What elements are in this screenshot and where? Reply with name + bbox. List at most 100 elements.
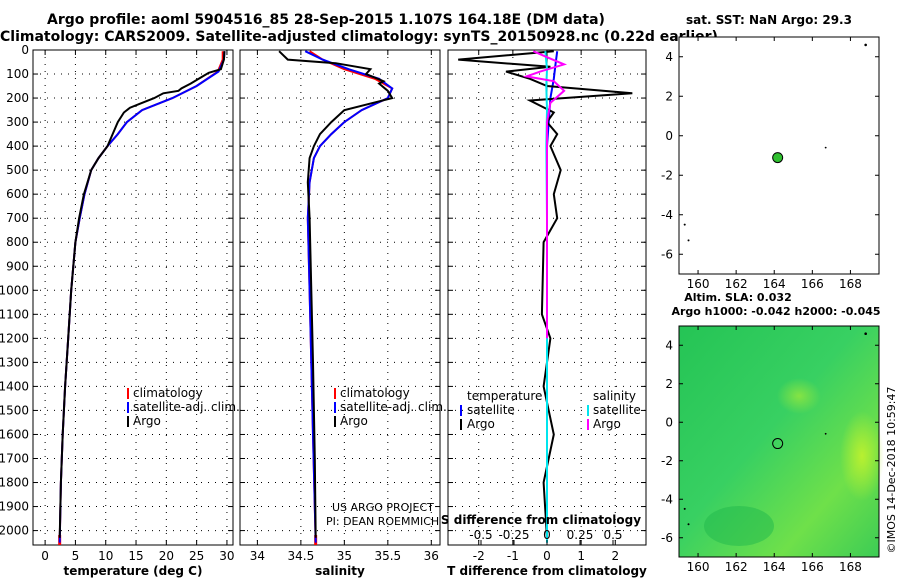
- y-tick-label: 600: [6, 187, 29, 201]
- salinity-panel-frame: [239, 49, 441, 546]
- x-tick-label: 1: [577, 549, 585, 563]
- series-t-argo: [458, 50, 633, 538]
- project-annotation-2: PI: DEAN ROEMMICH: [326, 515, 439, 528]
- y-tick-label: 0: [21, 43, 29, 57]
- argo-location-marker: [772, 152, 784, 164]
- x-tick-label: 34: [250, 549, 265, 563]
- x-tick-label: 35.5: [374, 549, 401, 563]
- attribution-text: ©IMOS 14-Dec-2018 10:59:47: [885, 387, 898, 554]
- temperature-panel-xlabel: temperature (deg C): [64, 564, 203, 578]
- legend-entry: Argo: [593, 417, 621, 431]
- y-tick-label: 1400: [0, 379, 29, 393]
- s-tick-label: 0.25: [567, 528, 594, 542]
- legend-entry: Argo: [467, 417, 495, 431]
- x-tick-label: 164: [763, 277, 786, 291]
- y-tick-label: 1100: [0, 307, 29, 321]
- y-tick-label: 1500: [0, 403, 29, 417]
- y-tick-label: 300: [6, 115, 29, 129]
- temperature-panel-grid: [33, 50, 233, 545]
- land-fragment: [687, 239, 690, 242]
- y-tick-label: 400: [6, 139, 29, 153]
- series-s-argo: [522, 50, 568, 339]
- land-fragment: [864, 332, 867, 336]
- y-tick-label: -4: [661, 492, 673, 506]
- series-satellite-adj-clim-: [304, 50, 394, 543]
- y-tick-label: 500: [6, 163, 29, 177]
- y-tick-label: -6: [661, 247, 673, 261]
- sla-map: 160 162 164 166 168 4 2 0 -2 -4 -6 Altim. SLA: 0.03…: [661, 291, 884, 574]
- sla-high-region: [840, 411, 884, 501]
- x-tick-label: 166: [801, 277, 824, 291]
- y-tick-label: 1000: [0, 283, 29, 297]
- x-tick-label: 10: [98, 549, 113, 563]
- x-tick-label: 25: [189, 549, 204, 563]
- y-tick-label: -2: [661, 454, 673, 468]
- y-tick-label: 800: [6, 235, 29, 249]
- difference-panel-xlabel: T difference from climatology: [447, 564, 647, 578]
- y-tick-label: 100: [6, 67, 29, 81]
- y-tick-label: 1200: [0, 331, 29, 345]
- y-tick-label: 200: [6, 91, 29, 105]
- x-tick-label: 5: [72, 549, 80, 563]
- x-tick-label: 168: [839, 277, 862, 291]
- x-tick-label: 166: [801, 560, 824, 574]
- y-tick-label: 0: [665, 415, 673, 429]
- temperature-panel-frame: [32, 49, 234, 546]
- series-argo: [278, 50, 394, 538]
- s-tick-label: 0.5: [603, 528, 622, 542]
- land-fragment: [864, 43, 867, 47]
- temperature-panel: 0 5 10 15 20 25 300100200300400500600700800900…: [0, 43, 240, 578]
- x-tick-label: 0: [41, 549, 49, 563]
- salinity-panel-xlabel: salinity: [315, 564, 365, 578]
- y-tick-label: 2: [665, 377, 673, 391]
- figure-title-line1: Argo profile: aoml 5904516_85 28-Sep-201…: [47, 12, 605, 28]
- y-tick-label: 1900: [0, 500, 29, 514]
- x-tick-label: 34.5: [288, 549, 315, 563]
- x-tick-label: 2: [611, 549, 619, 563]
- difference-panel: -2 -1 0 1 2T difference from climatology temp…: [441, 49, 647, 578]
- legend-entry: Argo: [340, 414, 368, 428]
- land-fragment: [824, 432, 827, 435]
- x-tick-label: 162: [725, 277, 748, 291]
- sst-map-frame: [678, 36, 880, 275]
- y-tick-label: 4: [665, 50, 673, 64]
- x-tick-label: 30: [219, 549, 234, 563]
- salinity-panel-grid: [240, 50, 440, 545]
- y-tick-label: 0: [665, 129, 673, 143]
- y-tick-label: -6: [661, 531, 673, 545]
- x-tick-label: 160: [687, 560, 710, 574]
- salinity-panel: 34 34.5 35 35.5 36 salinity climatologysatelli…: [239, 49, 447, 578]
- x-tick-label: 20: [159, 549, 174, 563]
- legend-entry: satellite-adj. clim.: [340, 400, 447, 414]
- s-tick-label: 0: [543, 528, 551, 542]
- x-tick-label: 168: [839, 560, 862, 574]
- y-tick-label: 2000: [0, 524, 29, 538]
- y-tick-label: 1300: [0, 355, 29, 369]
- sla-low-region: [704, 506, 774, 546]
- s-tick-label: -0.5: [469, 528, 492, 542]
- series-climatology: [58, 51, 224, 543]
- legend-entry: Argo: [133, 414, 161, 428]
- y-tick-label: 1700: [0, 451, 29, 465]
- y-tick-label: -2: [661, 168, 673, 182]
- sst-map-title: sat. SST: NaN Argo: 29.3: [686, 13, 852, 27]
- legend-entry: satellite: [467, 403, 515, 417]
- x-tick-label: -1: [507, 549, 519, 563]
- x-tick-label: 160: [687, 277, 710, 291]
- y-tick-label: 2: [665, 89, 673, 103]
- x-tick-label: 36: [424, 549, 439, 563]
- x-tick-label: 164: [763, 560, 786, 574]
- legend-title-temperature: temperature: [467, 389, 542, 403]
- y-tick-label: 700: [6, 211, 29, 225]
- s-tick-label: -0.25: [498, 528, 529, 542]
- x-tick-label: 162: [725, 560, 748, 574]
- x-tick-label: 0: [543, 549, 551, 563]
- project-annotation-1: US ARGO PROJECT: [332, 501, 434, 514]
- x-tick-label: 15: [128, 549, 143, 563]
- sla-map-subtitle: Argo h1000: -0.042 h2000: -0.045: [671, 305, 880, 318]
- y-tick-label: 900: [6, 259, 29, 273]
- sla-map-title: Altim. SLA: 0.032: [684, 291, 791, 304]
- y-tick-label: 1800: [0, 476, 29, 490]
- land-fragment: [824, 146, 827, 149]
